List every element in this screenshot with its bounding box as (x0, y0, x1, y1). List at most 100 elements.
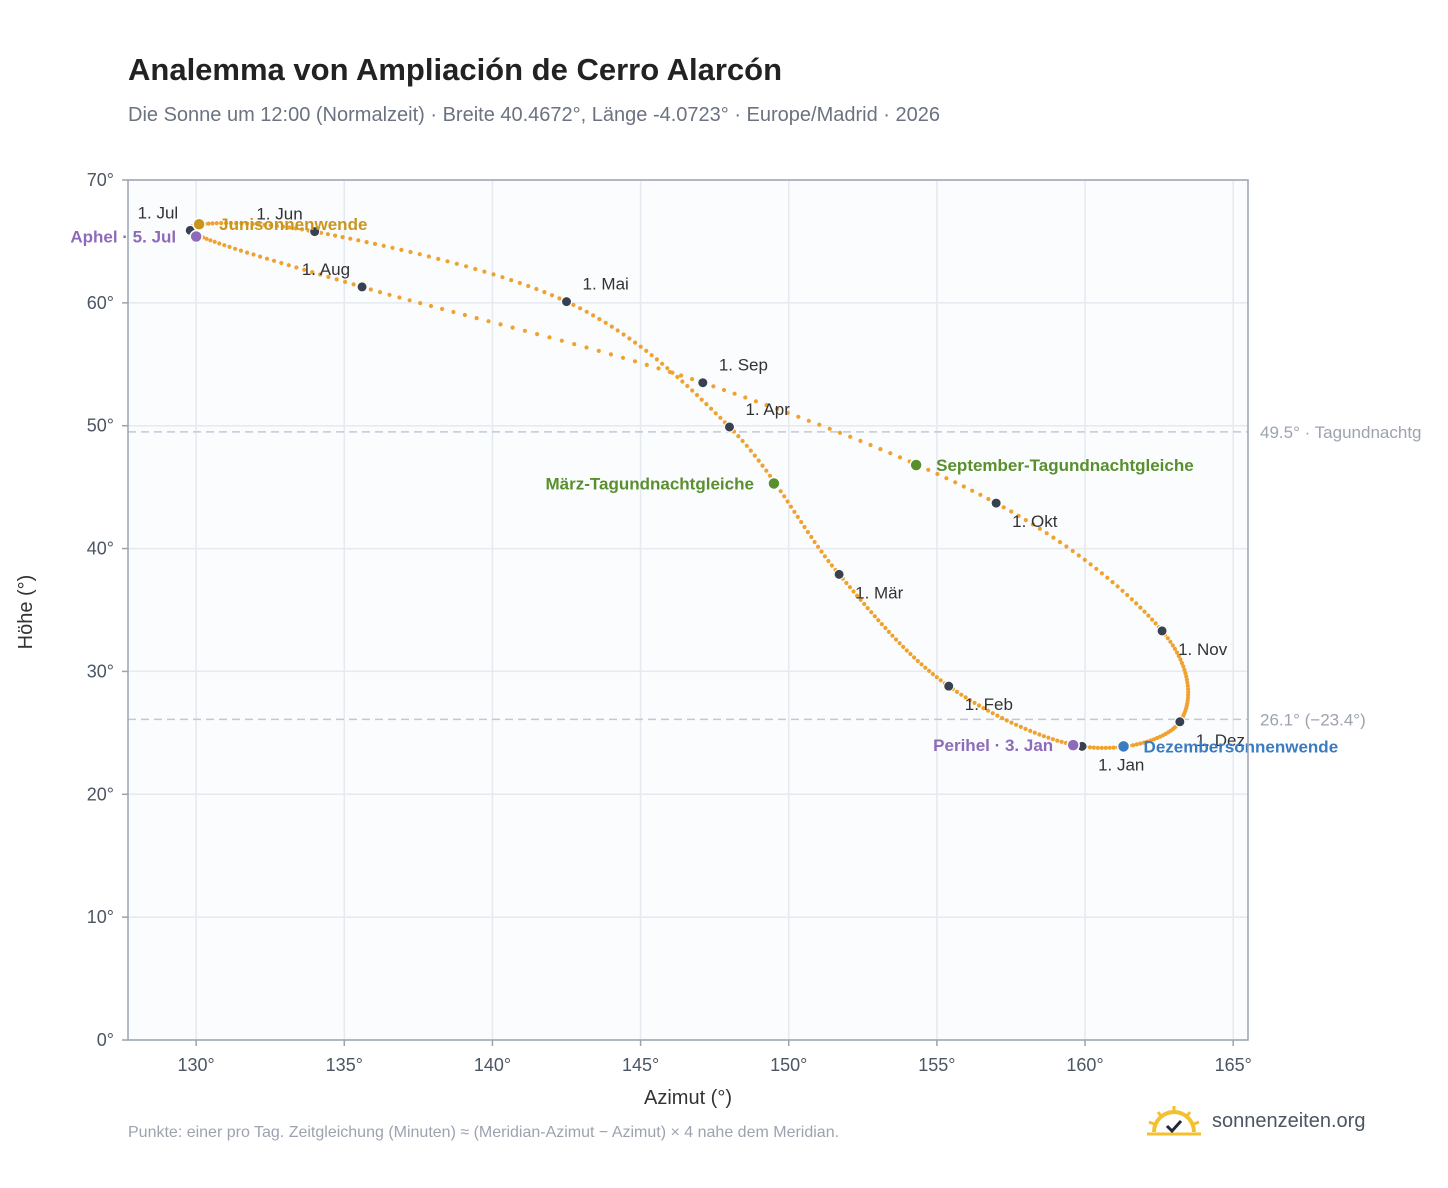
y-axis-ticks: 0° 10° 20° 30° 40° 50° 60° 70° (87, 170, 128, 1050)
daily-sun-position-dot (578, 306, 583, 311)
daily-sun-position-dot (1170, 643, 1175, 648)
daily-sun-position-dot (1183, 671, 1188, 676)
daily-sun-position-dot (219, 221, 224, 226)
daily-sun-position-dot (399, 247, 404, 252)
daily-sun-position-dot (1165, 636, 1170, 641)
daily-sun-position-dot (764, 403, 769, 408)
footnote: Punkte: einer pro Tag. Zeitgleichung (Mi… (128, 1124, 840, 1141)
daily-sun-position-dot (802, 524, 807, 530)
month-marker-label: 1. Jun (256, 205, 302, 224)
daily-sun-position-dot (743, 395, 748, 400)
daily-sun-position-dot (1064, 544, 1069, 549)
event-marker (189, 229, 203, 244)
daily-sun-position-dot (806, 418, 811, 423)
x-tick-label: 150° (770, 1055, 807, 1075)
daily-sun-position-dot (935, 471, 940, 477)
plot-area (128, 180, 1248, 1040)
event-label: Perihel · 3. Jan (933, 736, 1053, 755)
sun-check-icon (1147, 1106, 1201, 1136)
daily-sun-position-dot (1091, 745, 1096, 750)
daily-sun-position-dot (1153, 621, 1158, 626)
daily-sun-position-dot (851, 589, 856, 594)
month-marker (1156, 625, 1168, 637)
daily-sun-position-dot (1107, 745, 1112, 750)
daily-sun-position-dot (227, 244, 232, 249)
daily-sun-position-dot (1095, 745, 1100, 751)
daily-sun-position-dot (1115, 584, 1120, 589)
daily-sun-position-dot (440, 306, 445, 312)
event-marker (909, 458, 923, 472)
daily-sun-position-dot (204, 236, 209, 241)
daily-sun-position-dot (656, 366, 661, 371)
y-tick-label: 50° (87, 416, 114, 436)
daily-sun-position-dot (326, 274, 331, 279)
daily-sun-position-dot (865, 606, 870, 611)
month-marker-label: 1. Sep (719, 356, 768, 375)
daily-sun-position-dot (954, 689, 960, 695)
daily-sun-position-dot (1051, 535, 1056, 540)
daily-sun-position-dot (748, 448, 753, 453)
month-markers: 1. Jan 1. Feb 1. Mär 1. Apr 1. Mai 1. Jun 1. J… (138, 203, 1245, 774)
daily-sun-position-dot (222, 243, 227, 248)
daily-sun-position-dot (981, 706, 986, 711)
daily-sun-position-dot (1134, 601, 1139, 606)
daily-sun-position-dot (262, 222, 267, 227)
daily-sun-position-dot (785, 499, 790, 504)
daily-sun-position-dot (534, 286, 539, 292)
daily-sun-position-dot (883, 625, 888, 631)
event-label: Junisonnenwende (219, 215, 367, 234)
daily-sun-position-dot (879, 622, 884, 627)
daily-sun-position-dot (817, 422, 822, 427)
daily-sun-position-dot (756, 458, 761, 463)
daily-sun-position-dot (300, 227, 305, 232)
daily-sun-position-dot (408, 249, 413, 255)
daily-sun-position-dot (251, 252, 256, 257)
daily-sun-position-dot (675, 374, 680, 380)
month-marker-label: 1. Aug (302, 260, 350, 279)
daily-sun-position-dot (1179, 660, 1184, 666)
plot-frame (127, 179, 1249, 1041)
daily-sun-position-dot (1088, 562, 1093, 567)
daily-sun-position-dot (1094, 566, 1099, 571)
daily-sun-position-dot (584, 309, 589, 314)
x-tick-label: 145° (622, 1055, 659, 1075)
brand[interactable]: sonnenzeiten.org (1146, 1104, 1365, 1138)
daily-sun-position-dot (258, 254, 263, 259)
daily-sun-position-dot (1001, 505, 1006, 510)
daily-sun-position-dot (287, 225, 292, 230)
month-marker (1174, 716, 1186, 728)
daily-sun-position-dot (250, 221, 255, 227)
daily-sun-position-dot (302, 267, 307, 272)
chart-title: Analemma von Ampliación de Cerro Alarcón (128, 52, 783, 87)
daily-sun-position-dot (633, 340, 638, 345)
daily-sun-position-dot (978, 492, 983, 497)
daily-sun-position-dot (351, 282, 356, 287)
daily-sun-position-dot (827, 426, 832, 431)
daily-sun-position-dot (908, 651, 913, 657)
month-marker (697, 377, 709, 389)
daily-sun-position-dot (1125, 592, 1130, 598)
daily-sun-position-dot (704, 402, 709, 407)
x-tick-label: 130° (178, 1055, 215, 1075)
daily-sun-position-dot (572, 342, 577, 347)
daily-sun-position-dot (510, 325, 515, 330)
event-marker (767, 476, 781, 491)
daily-sun-position-dot (1129, 597, 1134, 602)
daily-sun-position-dot (869, 610, 874, 615)
month-marker (943, 680, 955, 692)
daily-sun-position-dot (1032, 730, 1037, 735)
month-marker-label: 1. Okt (1012, 512, 1058, 531)
daily-sun-position-dot (1009, 509, 1014, 514)
daily-sun-position-dot (819, 549, 824, 554)
daily-sun-position-dot (876, 618, 881, 623)
daily-sun-position-dot (454, 261, 459, 266)
daily-sun-position-dot (549, 293, 555, 298)
daily-sun-position-dot (214, 221, 219, 226)
daily-sun-position-dot (210, 221, 215, 226)
daily-sun-position-dot (878, 447, 883, 452)
daily-sun-position-dot (1184, 677, 1189, 682)
month-marker-label: 1. Feb (965, 695, 1013, 714)
daily-sun-position-dot (923, 665, 928, 670)
month-marker (723, 421, 735, 433)
daily-sun-position-dot (1016, 513, 1021, 518)
